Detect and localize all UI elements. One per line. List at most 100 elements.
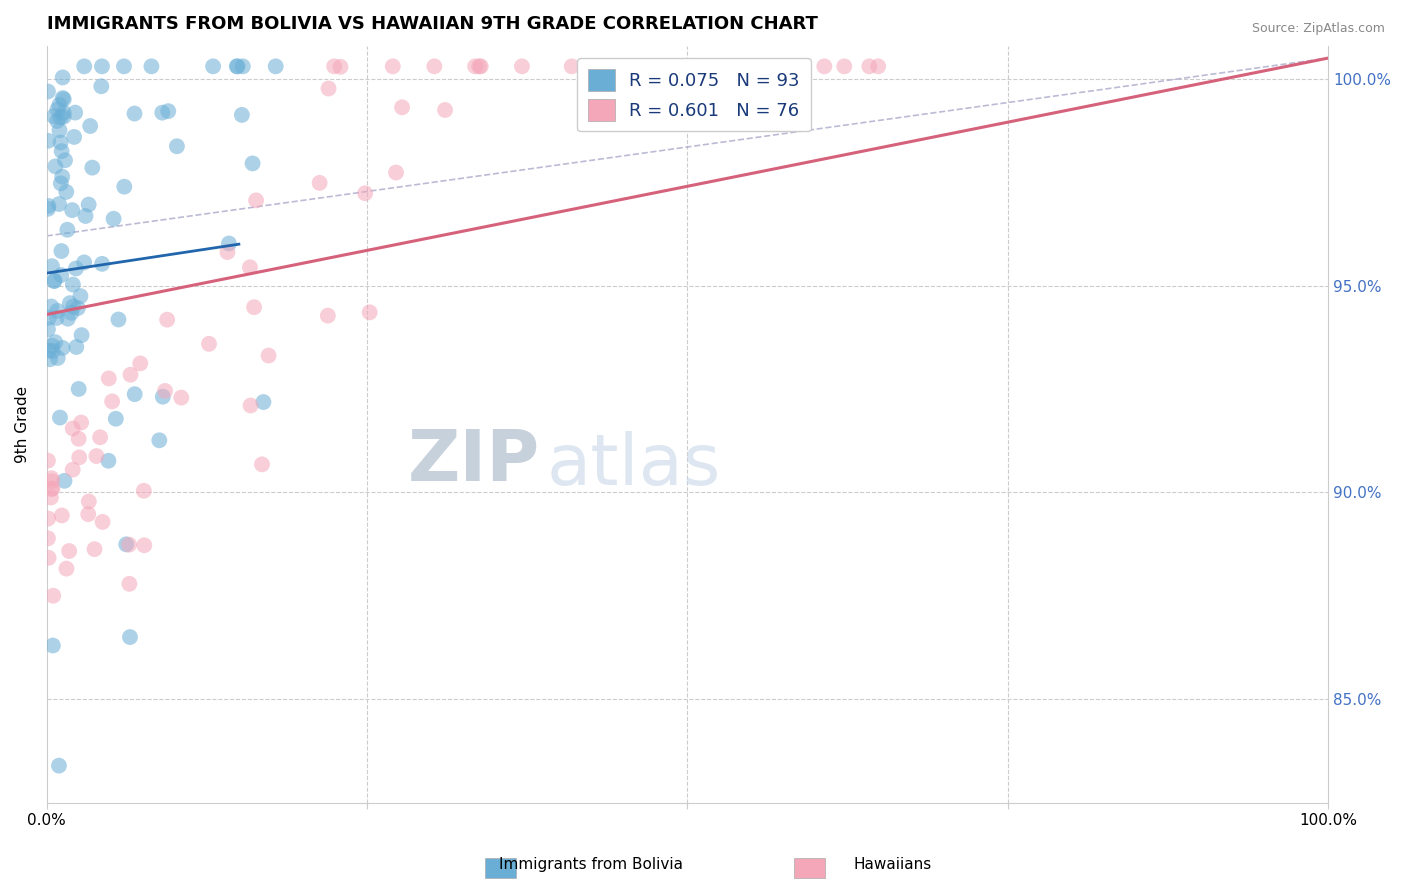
Point (264, 59, 287, 73)
Point (782, 59, 804, 73)
Point (685, 59, 707, 73)
Point (46, 303, 69, 318)
Point (97, 454, 120, 468)
Point (91, 59, 114, 73)
Point (37, 85, 59, 99)
Point (112, 59, 135, 73)
Point (48, 123, 70, 137)
Point (44, 160, 66, 174)
Point (129, 356, 152, 370)
Point (112, 179, 135, 194)
Point (41, 471, 63, 485)
Point (120, 368, 142, 382)
Point (217, 245, 239, 260)
Point (510, 59, 533, 73)
Point (225, 59, 247, 73)
Point (730, 59, 752, 73)
Text: Source: ZipAtlas.com: Source: ZipAtlas.com (1251, 22, 1385, 36)
Point (41, 482, 63, 496)
Point (60, 306, 83, 320)
Point (668, 59, 690, 73)
Point (55, 561, 77, 575)
Point (153, 384, 176, 398)
Point (37, 322, 59, 336)
Point (44, 335, 66, 350)
Point (65, 261, 87, 276)
Point (772, 59, 794, 73)
Point (37, 532, 59, 546)
Point (711, 59, 734, 73)
Point (41, 339, 63, 353)
Point (38, 310, 60, 325)
Point (62, 300, 84, 314)
Point (65, 340, 87, 354)
Point (41, 482, 63, 496)
Point (239, 399, 262, 413)
Point (41, 344, 63, 359)
Point (157, 104, 180, 119)
Point (107, 312, 129, 326)
Point (46, 114, 69, 128)
Point (134, 538, 156, 552)
Point (48, 98, 70, 112)
Point (52, 91, 75, 105)
Point (385, 165, 408, 179)
Point (38, 550, 60, 565)
Point (152, 390, 174, 404)
Point (141, 59, 163, 73)
Point (49, 177, 72, 191)
Point (60, 203, 83, 218)
Point (45, 310, 67, 325)
Point (423, 59, 446, 73)
Point (434, 103, 457, 117)
Point (37, 202, 59, 216)
Point (118, 630, 141, 644)
Point (51, 169, 73, 184)
Point (381, 59, 404, 73)
Point (52, 110, 75, 124)
Point (70, 416, 93, 430)
Point (166, 139, 188, 153)
Point (156, 312, 179, 326)
Point (37, 134, 59, 148)
Point (53, 474, 76, 488)
Point (73, 59, 96, 73)
Point (48, 197, 70, 211)
Point (42, 109, 65, 123)
Point (470, 59, 492, 73)
Point (464, 59, 486, 73)
Point (77, 197, 100, 211)
Point (118, 577, 141, 591)
Point (42, 274, 65, 288)
Point (48, 758, 70, 772)
Point (67, 450, 90, 465)
Point (37, 453, 59, 467)
Point (329, 60, 352, 74)
Point (41, 259, 63, 273)
Point (42, 589, 65, 603)
Point (44, 274, 66, 288)
Legend: R = 0.075   N = 93, R = 0.601   N = 76: R = 0.075 N = 93, R = 0.601 N = 76 (576, 59, 811, 131)
Point (41, 474, 63, 488)
Point (63, 130, 86, 145)
Point (49, 136, 72, 150)
Point (58, 544, 80, 558)
Point (37, 199, 59, 213)
Point (67, 382, 90, 396)
Point (75, 209, 97, 223)
Point (202, 59, 225, 73)
Point (77, 494, 100, 508)
Point (628, 59, 651, 73)
Point (83, 542, 105, 557)
Point (91, 257, 114, 271)
Point (868, 59, 890, 73)
Point (150, 105, 173, 120)
Point (82, 161, 104, 175)
Point (124, 106, 146, 120)
Point (67, 432, 90, 446)
Point (52, 105, 75, 120)
Point (232, 59, 254, 73)
Point (89, 430, 111, 444)
Point (52, 341, 75, 355)
Point (59, 296, 82, 310)
